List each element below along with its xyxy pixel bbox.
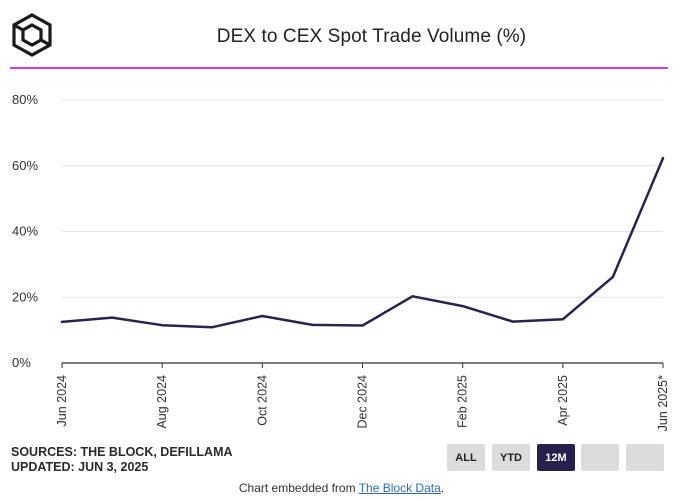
line-chart: 0% 20% 40% 60% 80% Jun 2024 Aug 2024 Oct 2024 De… xyxy=(12,92,670,431)
data-point xyxy=(661,156,665,160)
data-point xyxy=(261,314,264,318)
data-point xyxy=(110,316,114,319)
embed-prefix: Chart embedded from xyxy=(238,481,359,495)
data-point xyxy=(461,304,464,308)
series-line xyxy=(60,156,665,329)
x-tick-label: Jun 2024 xyxy=(55,375,69,426)
data-point xyxy=(311,323,314,327)
y-tick-label: 0% xyxy=(12,355,31,370)
the-block-logo-icon xyxy=(12,13,52,57)
y-tick-label: 40% xyxy=(12,224,38,239)
range-button-12m[interactable]: 12M xyxy=(537,444,575,471)
y-tick-label: 80% xyxy=(12,92,38,107)
range-button-extra-1[interactable] xyxy=(581,444,619,471)
the-block-data-link[interactable]: The Block Data xyxy=(358,481,441,495)
data-point xyxy=(211,325,214,329)
range-button-ytd[interactable]: YTD xyxy=(492,444,530,471)
data-point xyxy=(361,324,364,327)
chart-title: DEX to CEX Spot Trade Volume (%) xyxy=(216,26,527,47)
x-tick-label: Jun 2025* xyxy=(656,375,670,431)
data-point xyxy=(611,275,615,279)
y-tick-label: 20% xyxy=(12,289,38,304)
x-tick-label: Apr 2025 xyxy=(556,375,570,426)
range-button-extra-2[interactable] xyxy=(626,444,664,471)
embed-suffix: . xyxy=(440,481,445,495)
data-point xyxy=(411,295,414,298)
data-point xyxy=(60,320,64,324)
title-divider xyxy=(10,67,668,69)
updated-text: UPDATED: JUN 3, 2025 xyxy=(11,460,149,474)
x-tick-label: Aug 2024 xyxy=(155,375,169,429)
x-tick-label: Dec 2024 xyxy=(356,375,370,429)
data-point xyxy=(511,320,514,323)
sources-text: SOURCES: THE BLOCK, DEFILLAMA xyxy=(11,445,233,459)
x-tick-label: Feb 2025 xyxy=(456,375,470,428)
data-point xyxy=(561,318,565,321)
data-point xyxy=(160,323,164,327)
embed-note: Chart embedded from The Block Data. xyxy=(0,481,683,495)
source-info: SOURCES: THE BLOCK, DEFILLAMA UPDATED: J… xyxy=(11,445,233,475)
y-tick-label: 60% xyxy=(12,158,38,173)
range-button-all[interactable]: ALL xyxy=(447,444,485,471)
x-tick-label: Oct 2024 xyxy=(255,375,269,426)
